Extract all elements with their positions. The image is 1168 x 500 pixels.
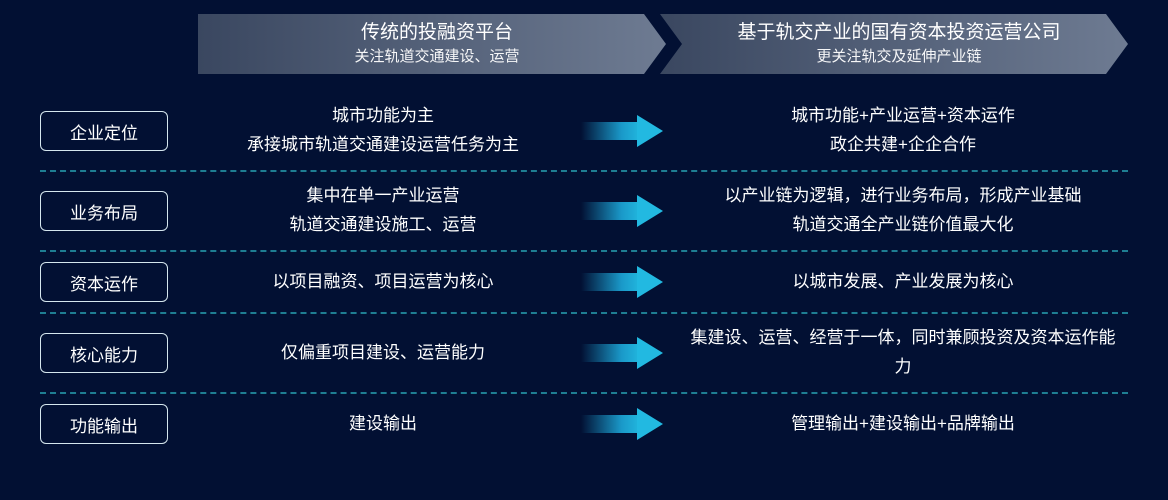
row-left-line1: 以项目融资、项目运营为核心 (204, 268, 562, 297)
arrow-col (568, 408, 678, 440)
row-left: 城市功能为主 承接城市轨道交通建设运营任务为主 (198, 102, 568, 160)
row-right-line1: 管理输出+建设输出+品牌输出 (684, 410, 1122, 439)
row-1: 业务布局 集中在单一产业运营 轨道交通建设施工、运营 以产业链为逻辑，进行业务布… (40, 172, 1128, 250)
row-right-line1: 以城市发展、产业发展为核心 (684, 268, 1122, 297)
arrow-col (568, 195, 678, 227)
row-label: 资本运作 (40, 262, 168, 302)
arrow-col (568, 266, 678, 298)
arrow-col (568, 337, 678, 369)
row-right-line1: 以产业链为逻辑，进行业务布局，形成产业基础 (684, 182, 1122, 211)
row-left: 建设输出 (198, 410, 568, 439)
row-label: 核心能力 (40, 333, 168, 373)
divider (40, 250, 1128, 252)
row-left-line2: 轨道交通建设施工、运营 (204, 211, 562, 240)
arrow-icon (581, 115, 665, 147)
arrow-icon (581, 408, 665, 440)
arrow-icon (581, 337, 665, 369)
row-right: 以城市发展、产业发展为核心 (678, 268, 1128, 297)
divider (40, 312, 1128, 314)
divider (40, 392, 1128, 394)
row-left-line2: 承接城市轨道交通建设运营任务为主 (204, 131, 562, 160)
row-left: 仅偏重项目建设、运营能力 (198, 339, 568, 368)
divider (40, 170, 1128, 172)
row-0: 企业定位 城市功能为主 承接城市轨道交通建设运营任务为主 城市功能+产业运营+资… (40, 92, 1128, 170)
header-right-title: 基于轨交产业的国有资本投资运营公司 (737, 21, 1060, 46)
row-right: 管理输出+建设输出+品牌输出 (678, 410, 1128, 439)
row-right: 集建设、运营、经营于一体，同时兼顾投资及资本运作能力 (678, 324, 1128, 382)
header-right-sub: 更关注轨交及延伸产业链 (816, 46, 981, 67)
row-left: 以项目融资、项目运营为核心 (198, 268, 568, 297)
row-left-line1: 城市功能为主 (204, 102, 562, 131)
row-left-line1: 建设输出 (204, 410, 562, 439)
row-4: 功能输出 建设输出 管理输出+建设输出+品牌输出 (40, 394, 1128, 454)
row-right-line2: 政企共建+企企合作 (684, 131, 1122, 160)
row-3: 核心能力 仅偏重项目建设、运营能力 集建设、运营、经营于一体，同时兼顾投资及资本… (40, 314, 1128, 392)
row-2: 资本运作 以项目融资、项目运营为核心 以城市发展、产业发展为核心 (40, 252, 1128, 312)
arrow-icon (581, 195, 665, 227)
arrow-icon (581, 266, 665, 298)
row-label: 功能输出 (40, 404, 168, 444)
row-right-line1: 集建设、运营、经营于一体，同时兼顾投资及资本运作能力 (684, 324, 1122, 382)
row-left-line1: 仅偏重项目建设、运营能力 (204, 339, 562, 368)
header-left: 传统的投融资平台 关注轨道交通建设、运营 (198, 14, 666, 74)
header-left-title: 传统的投融资平台 (361, 21, 513, 46)
arrow-col (568, 115, 678, 147)
row-right: 以产业链为逻辑，进行业务布局，形成产业基础 轨道交通全产业链价值最大化 (678, 182, 1128, 240)
row-left: 集中在单一产业运营 轨道交通建设施工、运营 (198, 182, 568, 240)
row-left-line1: 集中在单一产业运营 (204, 182, 562, 211)
row-right-line1: 城市功能+产业运营+资本运作 (684, 102, 1122, 131)
row-right-line2: 轨道交通全产业链价值最大化 (684, 211, 1122, 240)
header-right: 基于轨交产业的国有资本投资运营公司 更关注轨交及延伸产业链 (660, 14, 1128, 74)
header-left-sub: 关注轨道交通建设、运营 (354, 46, 519, 67)
row-label: 企业定位 (40, 111, 168, 151)
diagram-container: 传统的投融资平台 关注轨道交通建设、运营 基于轨交产业的国有资本投资运营公司 更… (0, 0, 1168, 500)
row-label: 业务布局 (40, 191, 168, 231)
header-row: 传统的投融资平台 关注轨道交通建设、运营 基于轨交产业的国有资本投资运营公司 更… (198, 14, 1128, 74)
row-right: 城市功能+产业运营+资本运作 政企共建+企企合作 (678, 102, 1128, 160)
